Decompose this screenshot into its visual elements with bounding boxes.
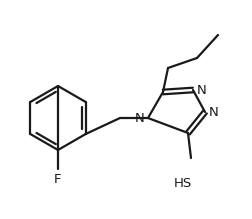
Text: HS: HS [173, 177, 191, 190]
Text: N: N [135, 113, 144, 125]
Text: N: N [208, 106, 218, 118]
Text: N: N [196, 83, 206, 97]
Text: F: F [54, 173, 61, 186]
